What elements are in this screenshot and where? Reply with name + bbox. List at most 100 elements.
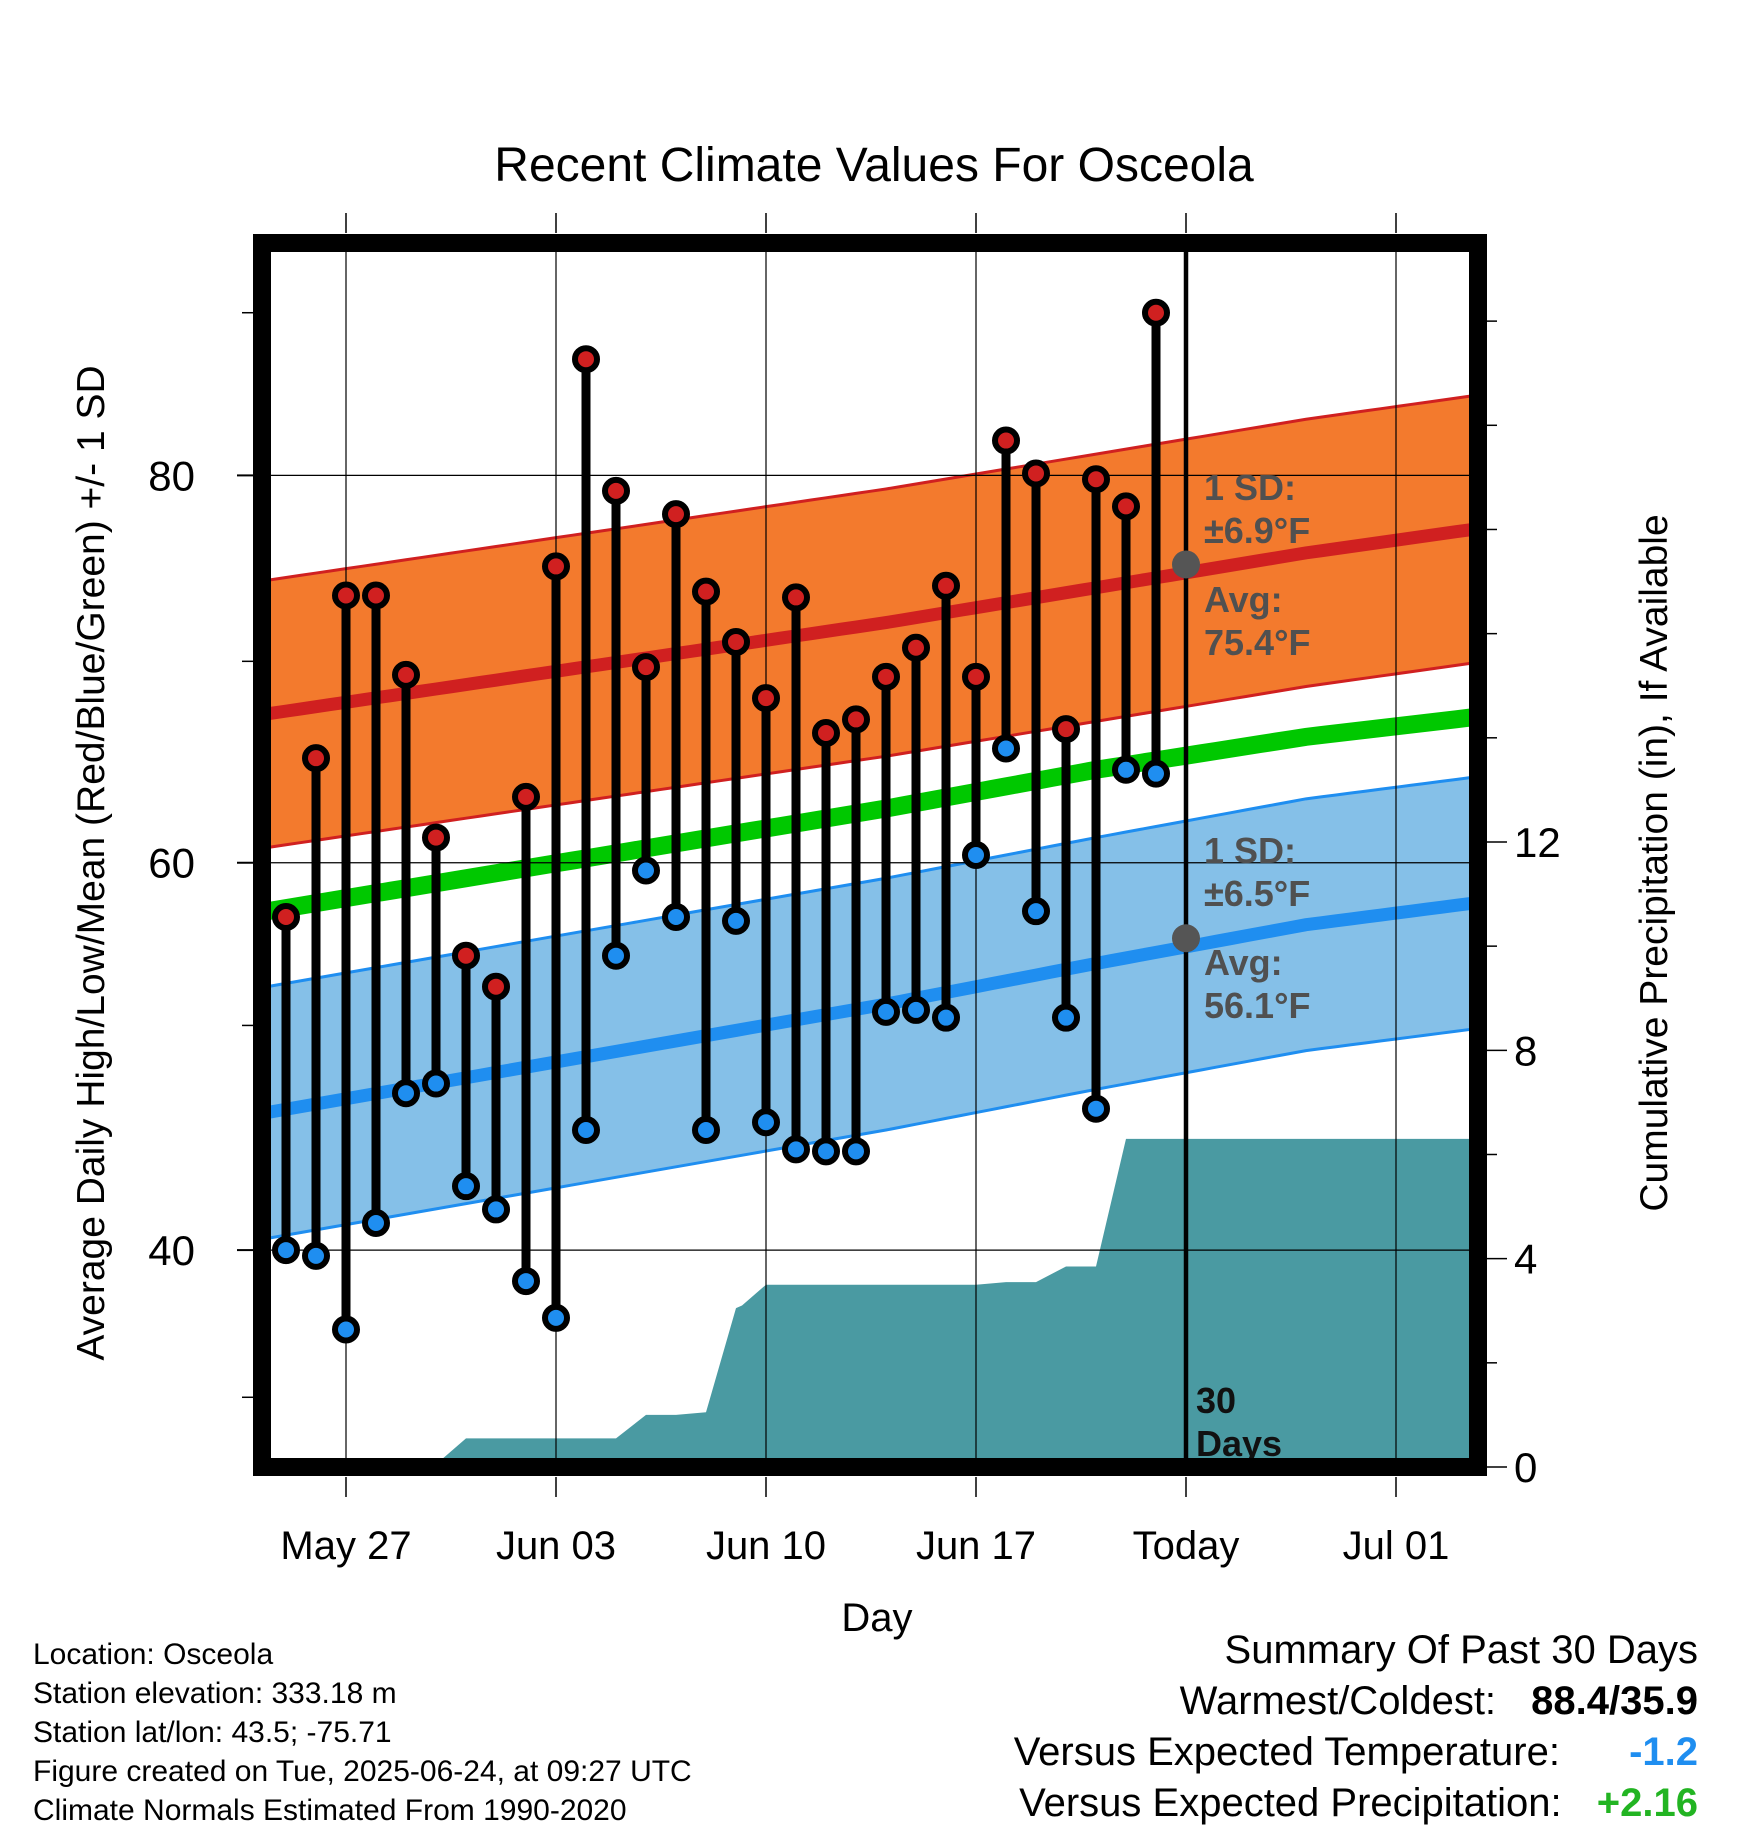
daily-high-point xyxy=(872,662,900,691)
plot-frame xyxy=(253,234,1487,1476)
daily-high-point xyxy=(932,571,960,600)
normal-high-band-lower xyxy=(262,661,1472,850)
low-avg-annotation-line2: 56.1°F xyxy=(1204,985,1310,1026)
summary-heading: Summary Of Past 30 Days xyxy=(1224,1628,1698,1672)
daily-low-point xyxy=(572,1116,600,1145)
today-avg-high-marker xyxy=(1172,550,1200,579)
daily-high-point xyxy=(632,653,660,682)
today-avg-low-marker xyxy=(1172,924,1200,953)
daily-high-point xyxy=(1022,459,1050,488)
daily-low-point xyxy=(722,906,750,935)
daily-low-point xyxy=(1052,1003,1080,1032)
temp-value: -1.2 xyxy=(1629,1730,1698,1774)
y2-tick-label: 8 xyxy=(1514,1027,1537,1074)
normal-mean-line xyxy=(262,708,1473,922)
normal-low-line xyxy=(262,896,1472,1121)
daily-low-point xyxy=(902,995,930,1024)
created-text: Figure created on Tue, 2025-06-24, at 09… xyxy=(33,1755,692,1788)
low-avg-annotation-line1: Avg: xyxy=(1204,942,1283,983)
period-annotation-line2: Days xyxy=(1196,1423,1282,1464)
daily-low-point xyxy=(662,902,690,931)
high-sd-annotation-line2: ±6.9°F xyxy=(1204,510,1310,551)
daily-high-point xyxy=(302,744,330,773)
daily-high-point xyxy=(542,552,570,581)
daily-high-point xyxy=(272,902,300,931)
daily-high-point xyxy=(422,823,450,852)
x-tick-label: Jun 17 xyxy=(916,1524,1036,1568)
daily-high-point xyxy=(332,581,360,610)
y2-tick-label: 0 xyxy=(1514,1444,1537,1491)
daily-high-point xyxy=(842,705,870,734)
location-text: Location: Osceola xyxy=(33,1638,274,1671)
daily-low-point xyxy=(752,1108,780,1137)
low-sd-annotation-line2: ±6.5°F xyxy=(1204,873,1310,914)
precip-label: Versus Expected Precipitation: xyxy=(1019,1781,1562,1825)
daily-high-point xyxy=(992,426,1020,455)
elevation-text: Station elevation: 333.18 m xyxy=(33,1677,397,1710)
x-tick-label: Jun 10 xyxy=(706,1524,826,1568)
daily-low-point xyxy=(992,734,1020,763)
high-avg-annotation-line1: Avg: xyxy=(1204,579,1283,620)
temp-row: Versus Expected Temperature: -1.2 xyxy=(1014,1727,1698,1778)
daily-low-point xyxy=(602,941,630,970)
daily-high-point xyxy=(722,627,750,656)
normals-text: Climate Normals Estimated From 1990-2020 xyxy=(33,1794,627,1827)
daily-low-point xyxy=(482,1195,510,1224)
x-tick-label: Jul 01 xyxy=(1343,1524,1450,1568)
daily-high-point xyxy=(392,660,420,689)
daily-low-point xyxy=(422,1069,450,1098)
daily-low-point xyxy=(842,1137,870,1166)
low-sd-annotation-line1: 1 SD: xyxy=(1204,830,1296,871)
daily-high-point xyxy=(812,718,840,747)
daily-high-point xyxy=(1082,465,1110,494)
cumulative-precip-area xyxy=(262,1138,1471,1467)
daily-low-point xyxy=(452,1172,480,1201)
daily-low-point xyxy=(512,1267,540,1296)
daily-high-point xyxy=(452,941,480,970)
daily-low-point xyxy=(332,1315,360,1344)
daily-high-point xyxy=(1142,298,1170,327)
temp-label: Versus Expected Temperature: xyxy=(1013,1730,1560,1774)
latlon-text: Station lat/lon: 43.5; -75.71 xyxy=(33,1716,392,1749)
daily-low-point xyxy=(812,1137,840,1166)
y2-tick-label: 12 xyxy=(1514,819,1561,866)
y-axis-label: Average Daily High/Low/Mean (Red/Blue/Gr… xyxy=(70,365,113,1361)
daily-high-point xyxy=(662,500,690,529)
daily-high-point xyxy=(572,345,600,374)
warmest-value: 88.4/35.9 xyxy=(1531,1679,1698,1723)
daily-low-point xyxy=(782,1135,810,1164)
daily-high-point xyxy=(902,633,930,662)
daily-low-point xyxy=(1112,755,1140,784)
daily-low-point xyxy=(302,1241,330,1270)
daily-high-point xyxy=(362,581,390,610)
precip-value: +2.16 xyxy=(1596,1781,1698,1825)
precip-row: Versus Expected Precipitation: +2.16 xyxy=(1014,1778,1698,1829)
daily-low-point xyxy=(962,841,990,869)
daily-low-point xyxy=(362,1208,390,1237)
daily-low-point xyxy=(272,1236,300,1265)
daily-low-point xyxy=(392,1079,420,1108)
normal-low-band-lower xyxy=(262,1027,1472,1241)
daily-high-point xyxy=(1112,492,1140,521)
daily-low-point xyxy=(932,1003,960,1032)
daily-high-point xyxy=(512,782,540,811)
warmest-row: Warmest/Coldest: 88.4/35.9 xyxy=(1014,1676,1698,1727)
normal-high-line xyxy=(262,523,1472,722)
period-annotation-line1: 30 xyxy=(1196,1380,1236,1421)
daily-low-point xyxy=(542,1303,570,1332)
high-avg-annotation-line2: 75.4°F xyxy=(1204,622,1310,663)
x-axis-label: Day xyxy=(841,1596,913,1640)
normal-high-band-upper xyxy=(262,394,1472,583)
y-tick-label: 60 xyxy=(148,840,195,887)
y-tick-label: 40 xyxy=(148,1227,195,1274)
y-tick-label: 80 xyxy=(148,452,195,499)
y2-axis-label: Cumulative Precipitation (in), If Availa… xyxy=(1633,514,1676,1212)
y2-tick-label: 4 xyxy=(1514,1236,1537,1283)
daily-low-point xyxy=(872,997,900,1026)
daily-low-point xyxy=(632,856,660,885)
x-tick-label: Today xyxy=(1133,1524,1240,1568)
daily-low-point xyxy=(692,1116,720,1145)
daily-high-point xyxy=(1052,715,1080,744)
